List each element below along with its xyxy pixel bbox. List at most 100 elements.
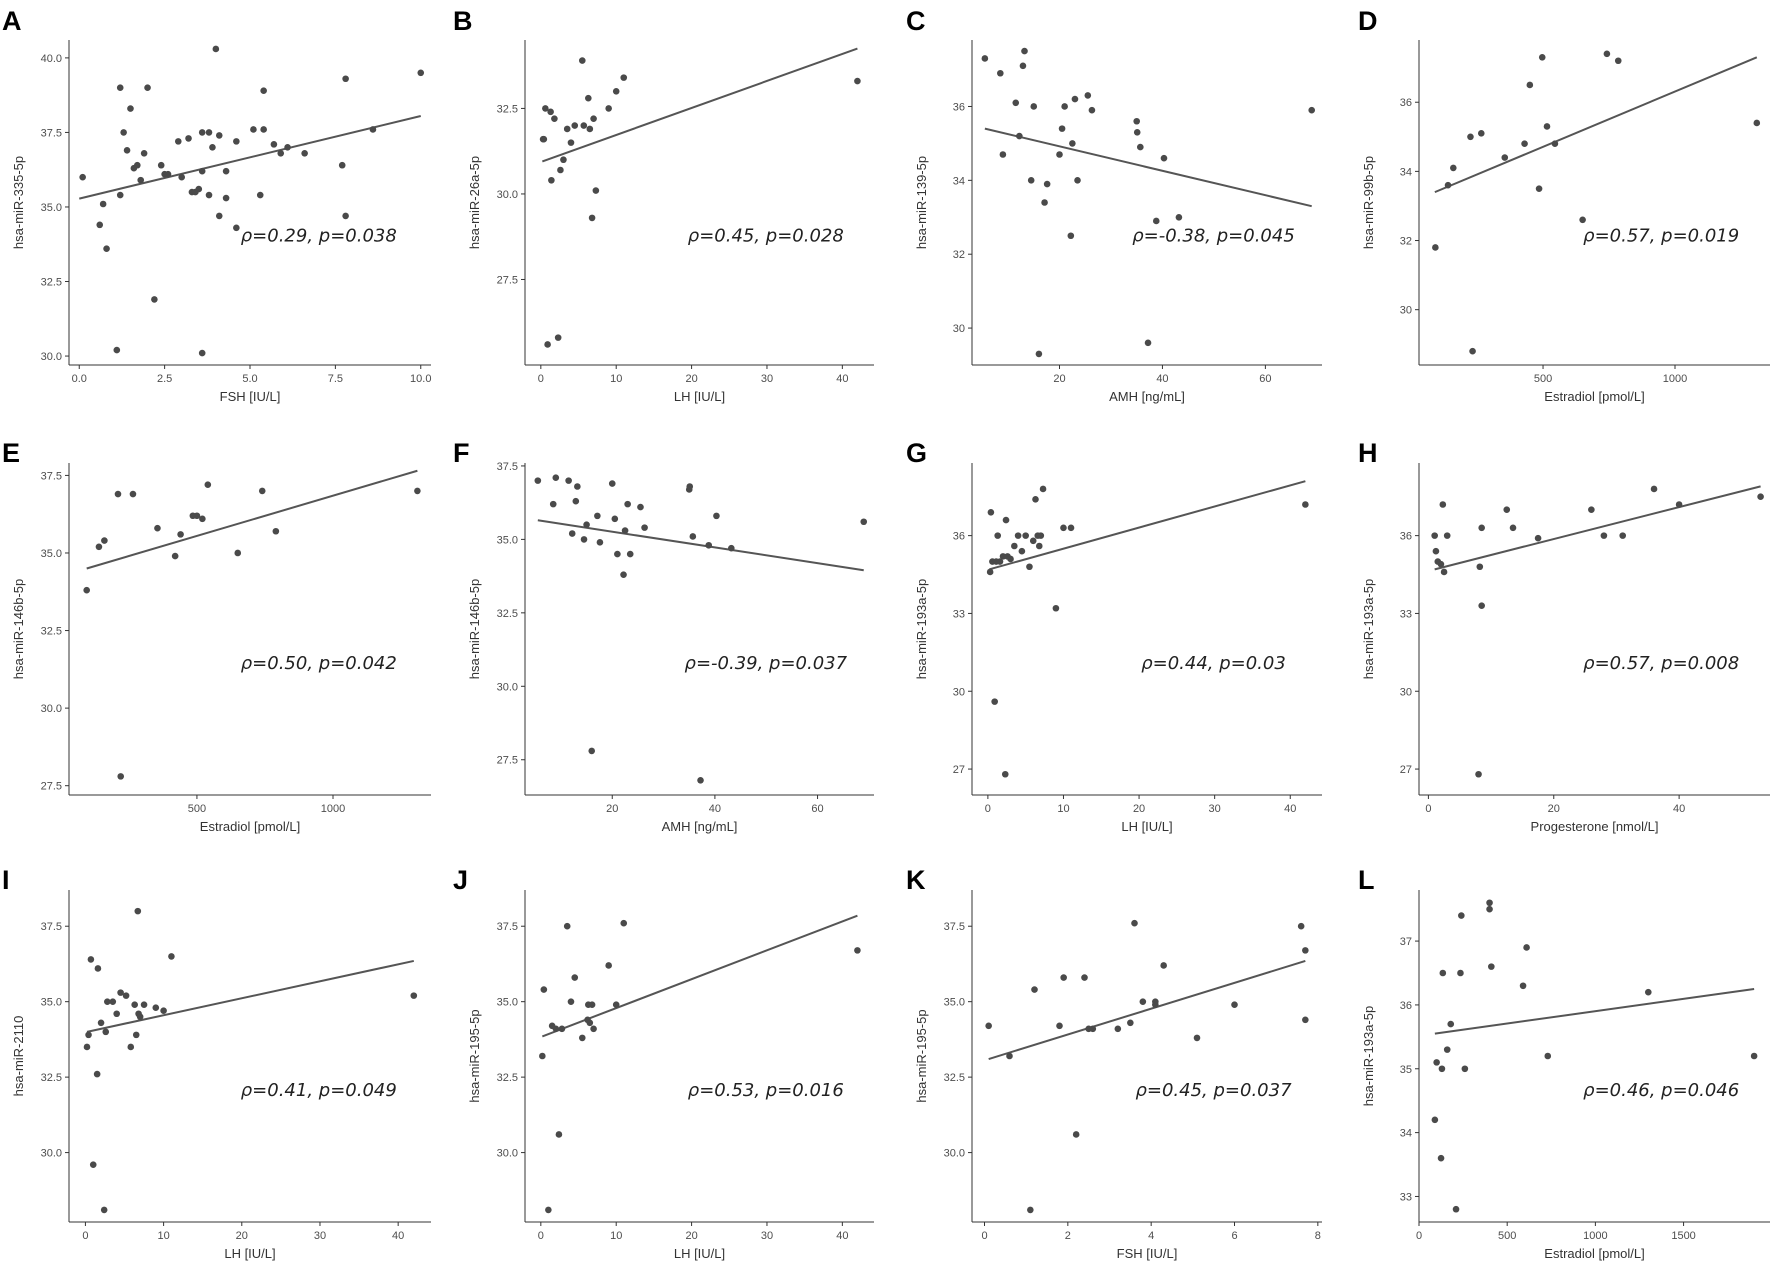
data-point (588, 747, 596, 755)
y-tick-label: 35.0 (497, 997, 518, 1009)
x-axis-title: LH [IU/L] (224, 1246, 275, 1261)
data-point (301, 150, 308, 157)
data-point (1302, 501, 1309, 508)
y-axis-title: hsa-miR-26a-5p (467, 156, 482, 249)
data-point (1440, 568, 1448, 576)
data-point (1006, 1052, 1013, 1060)
data-point (1501, 154, 1509, 161)
data-point (605, 105, 612, 112)
x-tick-label: 2 (1065, 1230, 1071, 1242)
data-point (539, 1052, 546, 1060)
data-point (1444, 181, 1452, 189)
data-point (1600, 532, 1608, 539)
regression-line (86, 469, 418, 570)
data-point (1021, 47, 1028, 55)
x-axis-title: LH [IU/L] (674, 389, 725, 404)
correlation-annotation: ρ=0.46, p=0.046 (1583, 1080, 1739, 1101)
data-point (338, 161, 346, 169)
data-point (555, 1131, 563, 1138)
data-point (1439, 501, 1447, 508)
data-point (574, 483, 581, 490)
y-axis-title: hsa-miR-146b-5p (467, 579, 482, 679)
regression-line (1434, 56, 1758, 194)
data-point (1089, 1025, 1097, 1033)
y-tick-label: 30 (1400, 305, 1412, 317)
data-point (1037, 532, 1045, 539)
y-tick-label: 32 (953, 249, 965, 261)
y-tick-label: 37.5 (497, 461, 518, 473)
data-point (85, 1031, 92, 1039)
data-point (1521, 140, 1528, 148)
data-point (620, 571, 627, 578)
data-point (596, 539, 604, 546)
x-tick-label: 0 (538, 1230, 544, 1242)
y-tick-label: 35.0 (41, 548, 62, 560)
regression-line (1434, 485, 1761, 571)
data-point (1488, 963, 1495, 970)
x-tick-label: 20 (1548, 803, 1560, 815)
y-axis-title: hsa-miR-2110 (11, 1016, 26, 1097)
correlation-annotation: ρ=-0.38, p=0.045 (1132, 226, 1295, 247)
data-point (1603, 50, 1611, 58)
data-point (1534, 534, 1542, 542)
data-point (369, 126, 377, 133)
panel-k: K 0 2 4 6 8 30.0 32.5 35.0 37.5 FSH [IU/L] hsa-miR-… (906, 865, 1322, 1261)
data-point (588, 1001, 596, 1008)
data-point (1022, 532, 1029, 539)
data-point (132, 1031, 140, 1039)
data-point (554, 334, 562, 341)
data-point (1486, 899, 1493, 907)
data-point (583, 521, 590, 528)
data-point (120, 129, 127, 136)
data-point (258, 487, 266, 495)
x-tick-label: 500 (1534, 373, 1552, 385)
data-point (1193, 1034, 1201, 1042)
data-point (620, 74, 628, 81)
data-point (122, 992, 130, 999)
data-point (1477, 130, 1485, 137)
data-point (1588, 506, 1595, 513)
data-point (1469, 347, 1476, 355)
data-point (1139, 998, 1147, 1005)
panel-letter: F (453, 438, 470, 468)
x-tick-label: 10 (610, 1230, 622, 1242)
data-point (578, 1034, 586, 1042)
y-tick-label: 37.5 (41, 921, 62, 933)
data-point (99, 200, 107, 208)
data-point (113, 346, 121, 354)
data-point (233, 138, 240, 145)
data-point (534, 477, 542, 484)
data-point (991, 698, 998, 705)
regression-line (86, 959, 415, 1033)
data-point (1437, 1154, 1445, 1162)
data-point (260, 87, 267, 94)
data-point (612, 1001, 620, 1008)
data-point (1060, 974, 1067, 981)
data-point (1035, 542, 1043, 550)
data-point (1431, 1116, 1439, 1124)
x-tick-label: 0 (981, 1230, 987, 1242)
panel-letter: G (906, 438, 927, 468)
correlation-annotation: ρ=0.45, p=0.028 (688, 226, 844, 247)
correlation-annotation: ρ=0.57, p=0.008 (1583, 653, 1739, 674)
y-tick-label: 35.0 (41, 202, 62, 214)
data-point (1753, 119, 1761, 127)
correlation-annotation: ρ=0.53, p=0.016 (688, 1080, 844, 1101)
x-tick-label: 0.0 (72, 373, 87, 385)
data-point (171, 552, 179, 560)
data-point (101, 537, 108, 544)
y-axis-title: hsa-miR-193a-5p (914, 579, 929, 679)
y-tick-label: 36 (1400, 1000, 1412, 1012)
data-point (1175, 213, 1183, 221)
y-tick-label: 30 (1400, 686, 1412, 698)
data-point (127, 1043, 135, 1051)
data-point (548, 176, 555, 184)
regression-line (1434, 987, 1755, 1035)
data-point (185, 135, 192, 142)
data-point (1523, 944, 1530, 951)
y-tick-label: 36 (1400, 531, 1412, 543)
data-point (1302, 947, 1309, 954)
data-point (560, 156, 567, 164)
data-point (1133, 117, 1141, 125)
data-point (410, 992, 418, 999)
